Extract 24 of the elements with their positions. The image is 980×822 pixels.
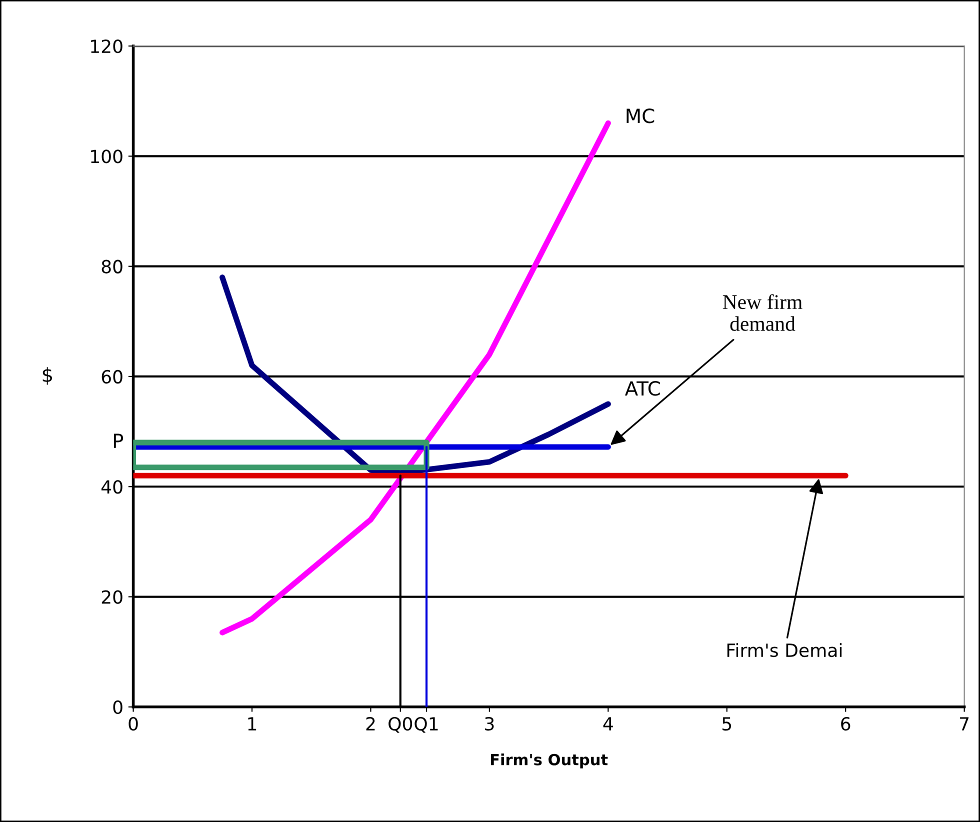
x-tick-label: 5 <box>722 717 732 731</box>
y-tick-label: 100 <box>91 150 122 164</box>
x-tick-label: Q1 <box>414 716 438 733</box>
annotation: P <box>114 434 124 448</box>
y-tick-label: 0 <box>113 700 122 714</box>
x-tick-label: 7 <box>960 717 969 730</box>
x-tick-label: Q0 <box>388 716 412 733</box>
x-tick-label: 0 <box>128 716 138 731</box>
y-tick-label: 120 <box>91 39 122 54</box>
x-tick-label: 1 <box>248 717 256 730</box>
y-tick-label: 40 <box>101 480 122 494</box>
x-tick-label: 4 <box>603 717 613 730</box>
y-tick-label: 60 <box>102 370 122 384</box>
x-tick-label: 6 <box>841 716 850 731</box>
y-tick-label: 80 <box>102 260 122 274</box>
y-axis-title: $ <box>42 367 52 385</box>
x-axis-title: Firm's Output <box>490 754 608 768</box>
x-tick-label: 2 <box>366 716 375 730</box>
annotation: New firm demand <box>722 294 802 331</box>
series-label: ATC <box>624 381 660 396</box>
y-tick-label: 20 <box>102 590 122 604</box>
x-tick-label: 3 <box>485 716 494 731</box>
annotation: Firm's Demai <box>727 643 842 658</box>
series-label: MC <box>626 108 654 124</box>
